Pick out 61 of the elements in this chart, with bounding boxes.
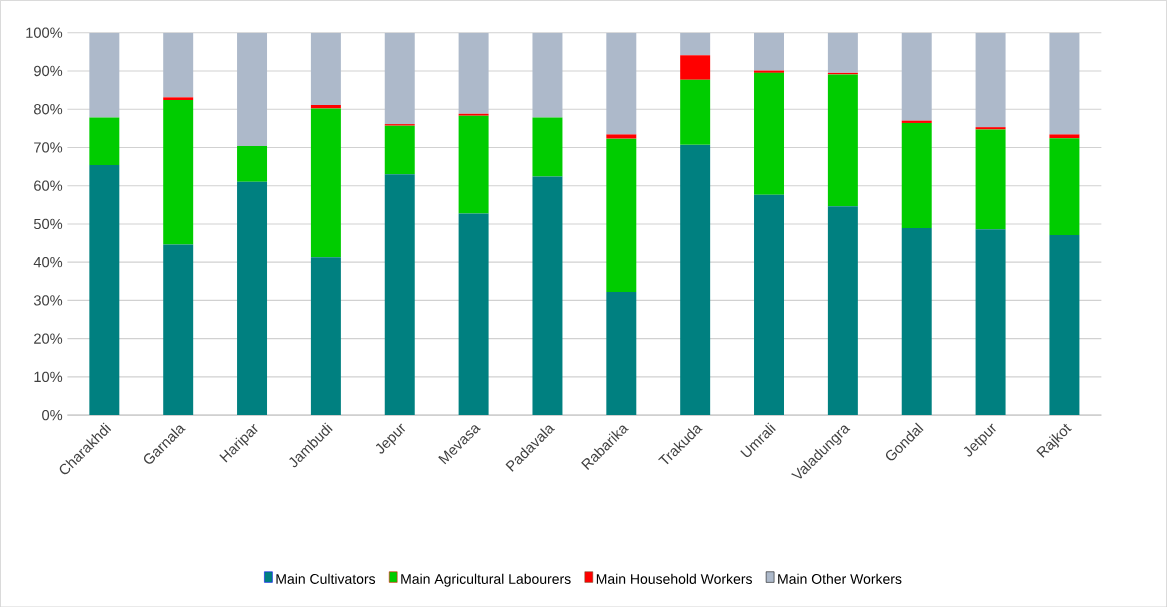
bar [975,32,1006,127]
bar [532,32,563,118]
y-tick-label: 70% [34,142,63,153]
bar [237,32,268,146]
bar [1049,138,1080,235]
bar [163,99,194,245]
legend-label: Main Agricultural Labourers [401,573,571,587]
bar [606,32,637,135]
bar [89,117,120,165]
bar [754,194,785,415]
bar [827,32,858,73]
bar [237,181,268,415]
bar [163,32,194,98]
bar [827,206,858,415]
legend-label: Main Household Workers [596,573,752,584]
bar [163,97,194,100]
y-tick-label: 10% [34,371,63,382]
y-tick-label: 80% [34,103,63,115]
bar [384,125,415,175]
bar [384,174,415,415]
y-tick-label: 40% [33,256,63,268]
bar [89,32,120,118]
bar [975,129,1006,230]
bar [458,115,489,214]
bar [901,227,932,415]
bar [606,291,637,415]
bar [901,122,932,228]
bar [827,74,858,207]
y-tick-label: 30% [33,295,63,306]
bar [310,108,341,257]
y-tick-label: 60% [34,180,63,191]
bar [680,144,711,415]
bar [680,79,711,145]
bar [680,32,711,56]
bar [237,145,268,182]
bar [975,229,1006,415]
bar [1049,32,1080,135]
bar [310,256,341,415]
bar [606,134,637,139]
y-tick-label: 100% [26,27,63,38]
bar [89,164,120,415]
bar [754,32,785,71]
bar [1049,234,1080,415]
bar [754,72,785,195]
bar [1049,134,1080,139]
bar [901,32,932,121]
bar [310,32,341,105]
bar [458,213,489,415]
y-tick-label: 20% [34,333,63,344]
legend-label: Main Cultivators [276,573,376,584]
y-tick-label: 90% [34,65,63,76]
bar [458,32,489,114]
bar [532,176,563,415]
legend-label: Main Other Workers [778,573,902,584]
bar [606,138,637,292]
bar [532,117,563,177]
bar [163,244,194,415]
y-tick-label: 50% [33,218,63,229]
y-tick-label: 0% [42,409,63,421]
bar [680,55,711,80]
bar [384,32,415,124]
